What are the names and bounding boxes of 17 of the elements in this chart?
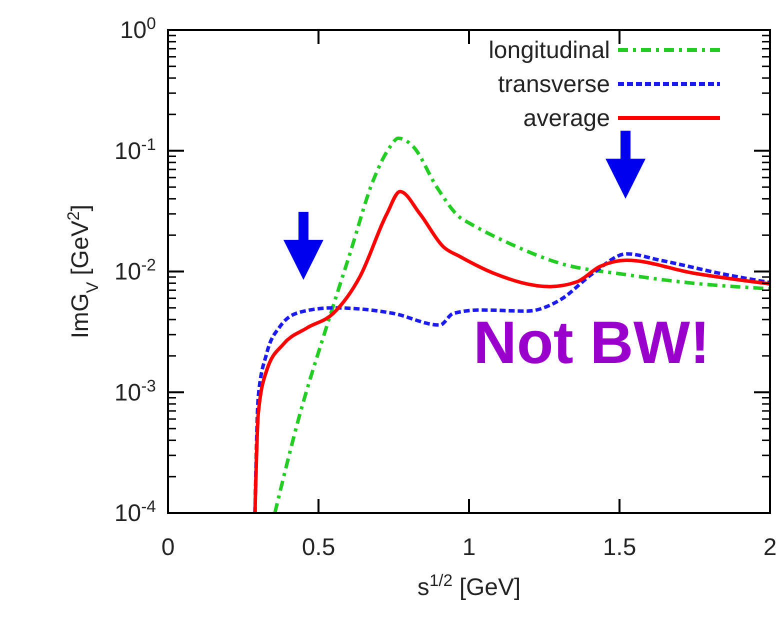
- y-tick-label: 10$^{-4}$: [114, 496, 156, 527]
- y-tick-label: 10$^{-2}$: [114, 255, 156, 286]
- y-tick-label: 10$^{-3}$: [114, 376, 156, 406]
- x-tick-label: 2: [763, 534, 777, 561]
- annotation: Not BW!: [473, 309, 710, 376]
- x-axis-title: s$^{1/2}$ [GeV]: [417, 570, 521, 601]
- legend-label: transverse: [498, 71, 610, 98]
- x-tick-label: 0.5: [302, 534, 336, 561]
- y-tick-label: 10$^{-1}$: [114, 134, 156, 165]
- legend-label: average: [523, 105, 610, 132]
- y-tick-label: 10$^{0}$: [120, 14, 156, 44]
- x-tick-label: 1: [462, 534, 476, 561]
- line-series: [253, 190, 770, 513]
- x-tick-label: 0: [161, 534, 175, 561]
- legend-label: longitudinal: [488, 37, 610, 64]
- line-series: [273, 136, 770, 513]
- x-tick-label: 1.5: [602, 534, 636, 561]
